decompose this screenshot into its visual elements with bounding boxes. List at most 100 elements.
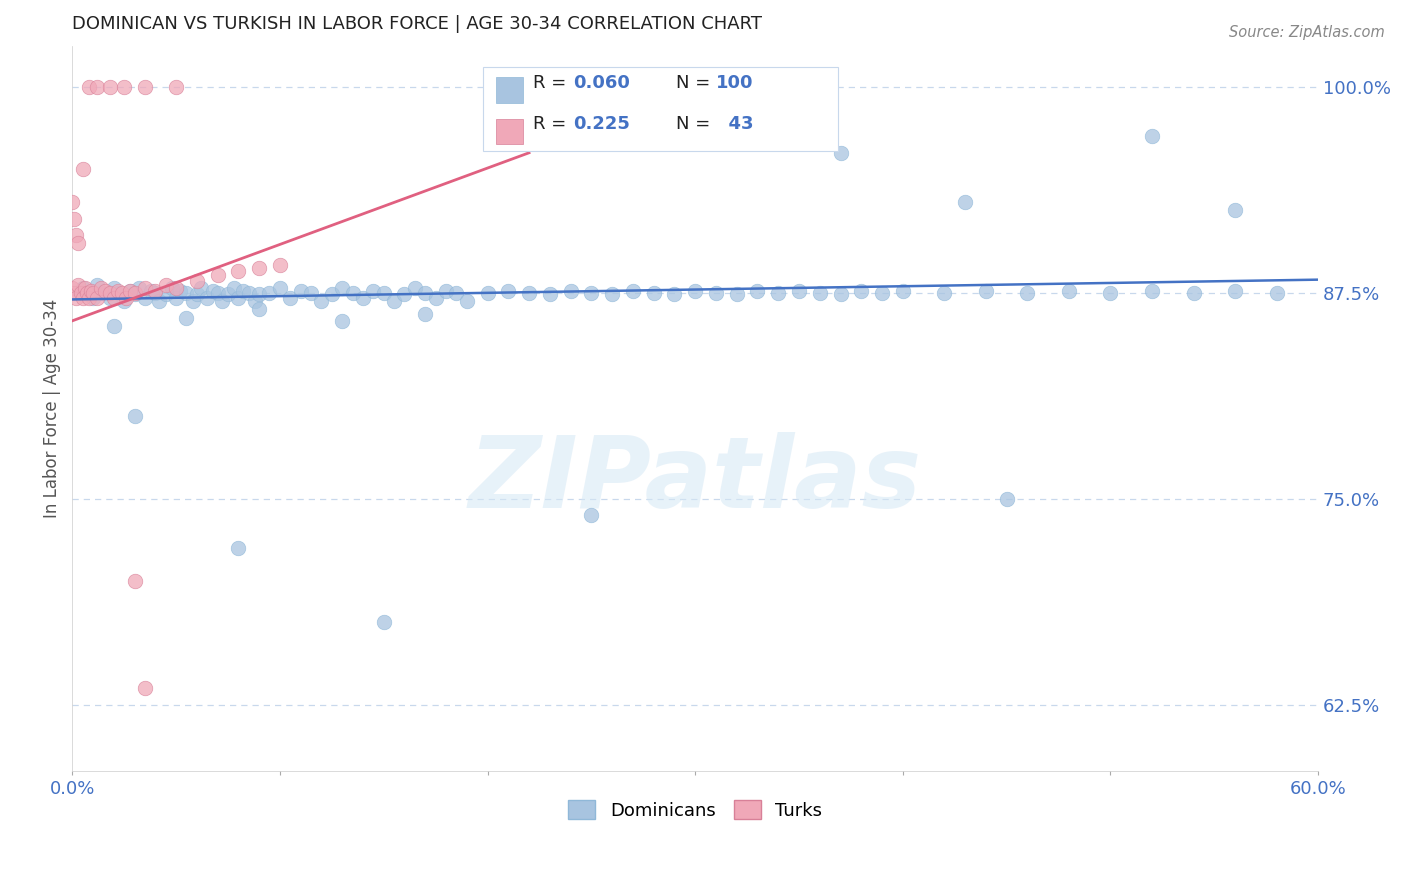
- Point: [259, 285, 281, 300]
- Point: [67, 277, 90, 292]
- Point: [60, 195, 83, 210]
- Point: [107, 285, 129, 300]
- Point: [498, 284, 520, 298]
- Point: [600, 287, 623, 301]
- Point: [77, 79, 100, 94]
- Point: [86, 277, 108, 292]
- Point: [93, 285, 115, 300]
- Point: [870, 285, 893, 300]
- Point: [155, 287, 177, 301]
- Text: N =: N =: [676, 74, 717, 92]
- Point: [124, 574, 146, 589]
- Text: DOMINICAN VS TURKISH IN LABOR FORCE | AGE 30-34 CORRELATION CHART: DOMINICAN VS TURKISH IN LABOR FORCE | AG…: [72, 15, 762, 33]
- Point: [169, 284, 191, 298]
- Point: [120, 284, 142, 298]
- Point: [581, 508, 603, 523]
- Point: [160, 281, 183, 295]
- Point: [148, 294, 170, 309]
- Point: [217, 287, 239, 301]
- Text: 43: 43: [717, 115, 754, 134]
- FancyBboxPatch shape: [496, 77, 523, 103]
- Point: [768, 285, 790, 300]
- Point: [269, 281, 291, 295]
- Point: [413, 307, 436, 321]
- Point: [228, 291, 250, 305]
- Point: [112, 79, 135, 94]
- Point: [190, 281, 212, 295]
- Point: [72, 281, 94, 295]
- Point: [107, 284, 129, 298]
- Point: [165, 291, 187, 305]
- Point: [851, 284, 873, 298]
- Point: [103, 318, 125, 333]
- Point: [195, 291, 218, 305]
- Point: [139, 284, 162, 298]
- Point: [517, 285, 540, 300]
- Point: [73, 281, 96, 295]
- Point: [207, 268, 229, 282]
- Point: [202, 284, 225, 298]
- Point: [143, 285, 166, 300]
- Point: [98, 285, 121, 300]
- Point: [67, 236, 90, 251]
- Point: [86, 291, 108, 305]
- Point: [65, 228, 87, 243]
- Point: [176, 310, 198, 325]
- Point: [86, 79, 108, 94]
- Point: [72, 162, 94, 177]
- Point: [278, 291, 301, 305]
- Point: [181, 294, 204, 309]
- Point: [1223, 284, 1246, 298]
- Text: 0.225: 0.225: [574, 115, 630, 134]
- Point: [1140, 284, 1163, 298]
- Legend: Dominicans, Turks: Dominicans, Turks: [561, 793, 830, 827]
- Point: [207, 285, 229, 300]
- Point: [373, 285, 395, 300]
- Point: [830, 145, 852, 160]
- Point: [581, 285, 603, 300]
- Point: [404, 281, 426, 295]
- Point: [747, 284, 769, 298]
- Point: [103, 281, 125, 295]
- Point: [211, 294, 233, 309]
- Point: [560, 284, 582, 298]
- Point: [63, 285, 86, 300]
- Point: [1057, 284, 1080, 298]
- Text: ZIPatlas: ZIPatlas: [468, 433, 922, 529]
- Point: [82, 291, 104, 305]
- Point: [72, 291, 94, 305]
- Point: [134, 291, 156, 305]
- Point: [69, 285, 91, 300]
- Point: [80, 284, 103, 298]
- Point: [134, 281, 156, 295]
- Point: [787, 284, 810, 298]
- Point: [247, 302, 270, 317]
- Point: [186, 274, 208, 288]
- Text: Source: ZipAtlas.com: Source: ZipAtlas.com: [1229, 25, 1385, 40]
- Point: [103, 291, 125, 305]
- Point: [269, 258, 291, 272]
- Point: [891, 284, 914, 298]
- Point: [352, 291, 374, 305]
- Y-axis label: In Labor Force | Age 30-34: In Labor Force | Age 30-34: [44, 299, 60, 517]
- Point: [98, 79, 121, 94]
- Point: [115, 291, 138, 305]
- Point: [143, 284, 166, 298]
- Point: [60, 281, 83, 295]
- Point: [243, 294, 266, 309]
- Point: [94, 284, 117, 298]
- Point: [382, 294, 405, 309]
- Point: [330, 314, 353, 328]
- Point: [228, 264, 250, 278]
- Point: [974, 284, 997, 298]
- Point: [231, 284, 253, 298]
- Point: [176, 285, 198, 300]
- Point: [120, 284, 142, 298]
- Point: [128, 281, 150, 295]
- Point: [76, 285, 98, 300]
- Point: [808, 285, 831, 300]
- Point: [165, 281, 187, 295]
- Point: [1017, 285, 1039, 300]
- Point: [112, 294, 135, 309]
- Point: [768, 79, 790, 94]
